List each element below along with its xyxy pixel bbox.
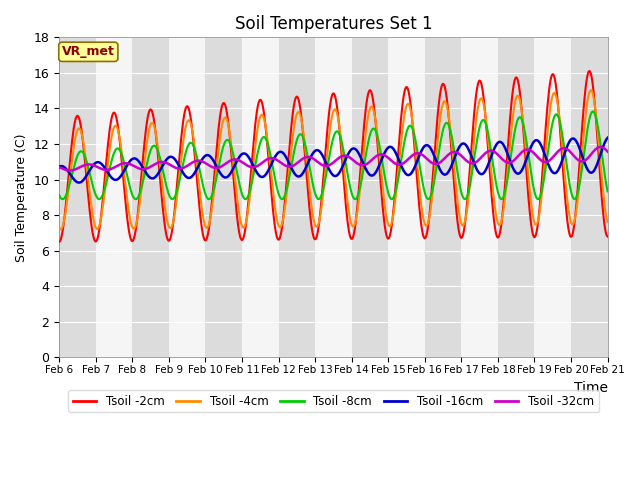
Tsoil -4cm <box>178 149 186 155</box>
Tsoil -4cm <box>55 225 63 231</box>
Tsoil -32cm <box>55 164 63 170</box>
Bar <box>59 37 96 358</box>
Tsoil -16cm <box>178 168 186 174</box>
Tsoil -2cm <box>400 92 408 97</box>
Bar <box>388 37 425 358</box>
Text: VR_met: VR_met <box>62 45 115 59</box>
Tsoil -8cm <box>604 189 611 194</box>
Tsoil -16cm <box>65 170 73 176</box>
Tsoil -4cm <box>66 176 74 181</box>
Tsoil -2cm <box>206 216 214 222</box>
Bar <box>498 37 534 358</box>
Tsoil -32cm <box>604 149 611 155</box>
Tsoil -32cm <box>417 151 424 157</box>
Line: Tsoil -16cm: Tsoil -16cm <box>59 138 607 182</box>
Tsoil -8cm <box>177 170 185 176</box>
Bar <box>425 37 461 358</box>
Tsoil -8cm <box>388 196 396 202</box>
Tsoil -8cm <box>206 195 214 201</box>
Tsoil -4cm <box>417 197 424 203</box>
Line: Tsoil -4cm: Tsoil -4cm <box>59 90 607 229</box>
Tsoil -8cm <box>55 192 63 198</box>
X-axis label: Time: Time <box>573 381 607 395</box>
Tsoil -8cm <box>65 183 73 189</box>
Bar <box>461 37 498 358</box>
Tsoil -32cm <box>178 166 186 171</box>
Tsoil -4cm <box>57 227 65 232</box>
Tsoil -8cm <box>122 166 129 171</box>
Tsoil -4cm <box>604 219 611 225</box>
Tsoil -16cm <box>75 180 83 185</box>
Tsoil -16cm <box>417 149 424 155</box>
Tsoil -32cm <box>207 164 215 169</box>
Tsoil -16cm <box>401 169 408 175</box>
Bar <box>278 37 315 358</box>
Bar <box>242 37 278 358</box>
Bar <box>534 37 571 358</box>
Tsoil -16cm <box>55 164 63 169</box>
Bar <box>96 37 132 358</box>
Tsoil -4cm <box>401 110 408 116</box>
Bar <box>571 37 607 358</box>
Line: Tsoil -2cm: Tsoil -2cm <box>59 71 607 242</box>
Tsoil -2cm <box>416 211 424 216</box>
Tsoil -16cm <box>122 164 130 170</box>
Tsoil -4cm <box>122 189 130 194</box>
Tsoil -2cm <box>65 168 73 174</box>
Tsoil -4cm <box>207 212 215 218</box>
Tsoil -32cm <box>65 168 73 173</box>
Bar <box>169 37 205 358</box>
Bar <box>132 37 169 358</box>
Tsoil -32cm <box>122 160 130 166</box>
Line: Tsoil -32cm: Tsoil -32cm <box>59 147 607 170</box>
Bar <box>315 37 351 358</box>
Bar <box>205 37 242 358</box>
Title: Soil Temperatures Set 1: Soil Temperatures Set 1 <box>235 15 432 33</box>
Tsoil -16cm <box>604 135 611 141</box>
Y-axis label: Soil Temperature (C): Soil Temperature (C) <box>15 133 28 262</box>
Tsoil -2cm <box>586 68 593 74</box>
Tsoil -8cm <box>417 169 424 175</box>
Tsoil -32cm <box>66 168 74 173</box>
Tsoil -8cm <box>401 137 408 143</box>
Tsoil -32cm <box>401 159 408 165</box>
Tsoil -2cm <box>604 234 611 240</box>
Tsoil -16cm <box>207 154 215 160</box>
Tsoil -2cm <box>177 136 185 142</box>
Tsoil -8cm <box>589 108 597 114</box>
Bar <box>351 37 388 358</box>
Tsoil -4cm <box>587 87 595 93</box>
Tsoil -2cm <box>55 239 63 245</box>
Line: Tsoil -8cm: Tsoil -8cm <box>59 111 607 199</box>
Legend: Tsoil -2cm, Tsoil -4cm, Tsoil -8cm, Tsoil -16cm, Tsoil -32cm: Tsoil -2cm, Tsoil -4cm, Tsoil -8cm, Tsoi… <box>68 390 598 412</box>
Tsoil -32cm <box>597 144 605 150</box>
Tsoil -2cm <box>122 199 129 205</box>
